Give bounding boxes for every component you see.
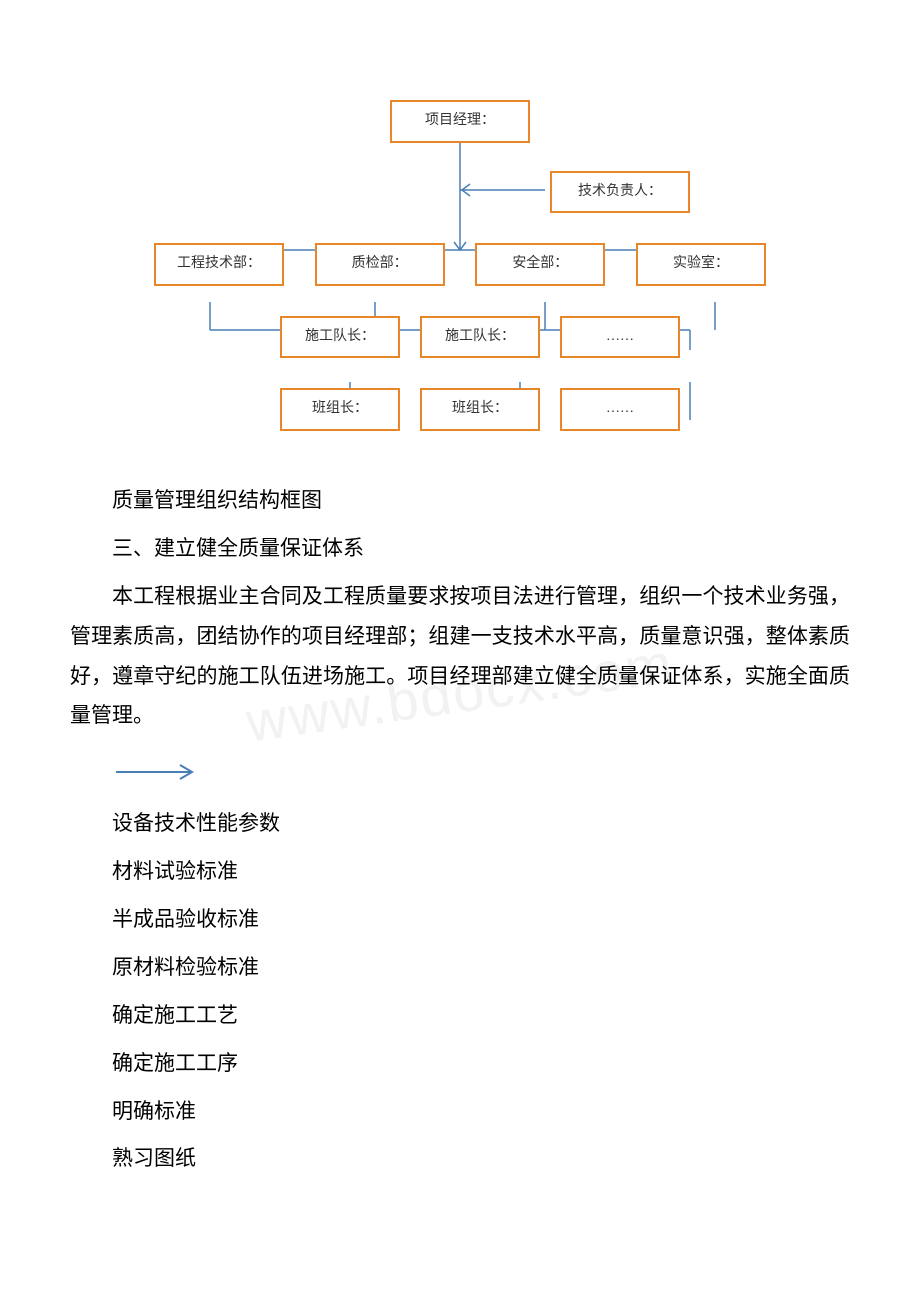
list-item: 半成品验收标准: [70, 900, 850, 940]
list-item: 设备技术性能参数: [70, 804, 850, 844]
node-engineering-dept: 工程技术部：: [154, 243, 284, 286]
list-item: 材料试验标准: [70, 852, 850, 892]
chart-connector-lines: [150, 100, 770, 490]
org-level-1: 项目经理：: [150, 100, 770, 143]
node-safety-dept: 安全部：: [475, 243, 605, 286]
chart-caption: 质量管理组织结构框图: [70, 481, 850, 521]
arrow-graphic: [112, 756, 850, 796]
node-tech-leader: 技术负责人：: [550, 171, 690, 214]
node-team-leader-more: ……: [560, 316, 680, 359]
list-item: 确定施工工序: [70, 1044, 850, 1084]
arrow-icon: [112, 762, 202, 782]
node-project-manager: 项目经理：: [390, 100, 530, 143]
org-chart: 项目经理： 技术负责人： 工程技术部： 质检部： 安全部： 实验室： 施工队长：…: [150, 100, 770, 431]
node-group-leader-more: ……: [560, 388, 680, 431]
list-item: 原材料检验标准: [70, 948, 850, 988]
section-heading: 三、建立健全质量保证体系: [70, 529, 850, 569]
node-team-leader-1: 施工队长：: [280, 316, 400, 359]
org-level-5: 班组长： 班组长： ……: [150, 388, 770, 431]
org-level-4: 施工队长： 施工队长： ……: [150, 316, 770, 359]
node-lab: 实验室：: [636, 243, 766, 286]
node-quality-dept: 质检部：: [315, 243, 445, 286]
org-level-2: 技术负责人：: [150, 171, 770, 214]
list-item: 确定施工工艺: [70, 996, 850, 1036]
list-item: 明确标准: [70, 1092, 850, 1132]
org-level-3: 工程技术部： 质检部： 安全部： 实验室：: [150, 243, 770, 286]
node-team-leader-2: 施工队长：: [420, 316, 540, 359]
list-item: 熟习图纸: [70, 1139, 850, 1179]
node-group-leader-1: 班组长：: [280, 388, 400, 431]
body-paragraph: 本工程根据业主合同及工程质量要求按项目法进行管理，组织一个技术业务强，管理素质高…: [70, 577, 850, 737]
node-group-leader-2: 班组长：: [420, 388, 540, 431]
page-content: 项目经理： 技术负责人： 工程技术部： 质检部： 安全部： 实验室： 施工队长：…: [70, 100, 850, 1179]
